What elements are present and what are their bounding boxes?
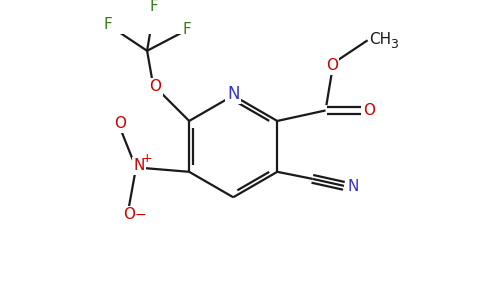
Text: O: O (114, 116, 126, 131)
Text: CH: CH (369, 32, 392, 47)
Text: N: N (347, 179, 358, 194)
Text: F: F (150, 0, 158, 14)
Text: N: N (134, 158, 145, 173)
Text: O: O (122, 207, 135, 222)
Text: O: O (326, 58, 338, 73)
Text: N: N (227, 85, 240, 103)
Text: O: O (149, 79, 161, 94)
Text: F: F (182, 22, 191, 37)
Text: +: + (142, 152, 152, 165)
Text: −: − (134, 208, 146, 222)
Text: 3: 3 (391, 38, 398, 51)
Text: F: F (103, 17, 112, 32)
Text: O: O (363, 103, 376, 118)
